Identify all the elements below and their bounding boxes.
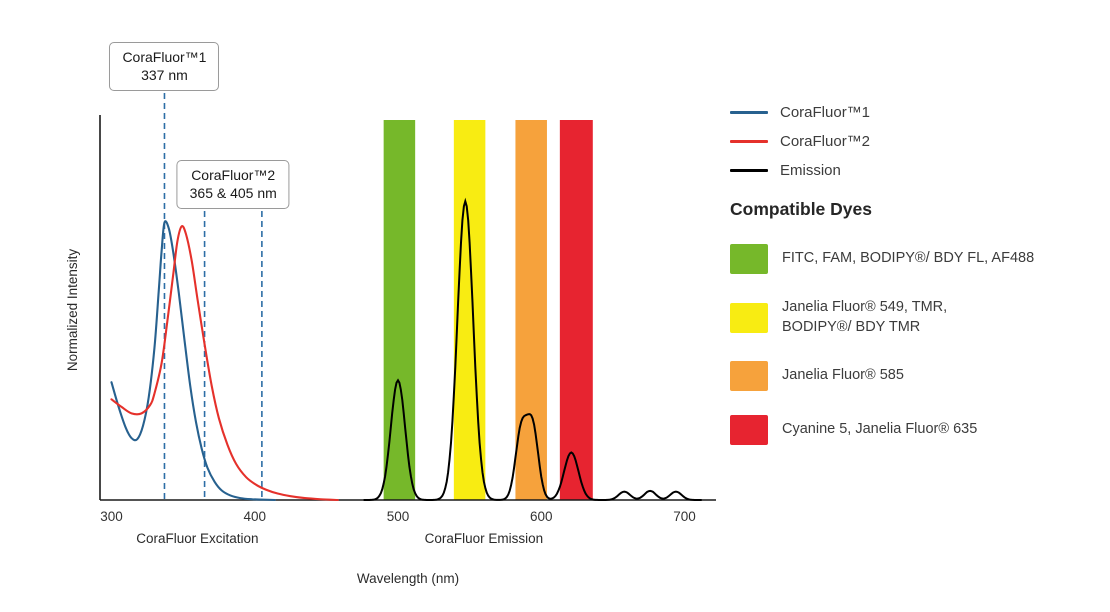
x-tick-300: 300: [100, 509, 123, 524]
x-tick-600: 600: [530, 509, 553, 524]
callout-corafluor2: CoraFluor™2 365 & 405 nm: [176, 160, 290, 209]
compatible-dyes-heading: Compatible Dyes: [730, 199, 872, 219]
dye-item-janelia: Janelia Fluor® 549, TMR, BODIPY®/ BDY TM…: [730, 298, 1102, 337]
compatible-dyes-list: FITC, FAM, BODIPY®/ BDY FL, AF488 Janelia…: [730, 244, 1102, 446]
callout-corafluor1: CoraFluor™1 337 nm: [109, 42, 220, 91]
emission-curve: [363, 197, 702, 501]
legend-item-corafluor-2: CoraFluor™2: [730, 132, 1102, 150]
dye-item-cyanine: Cyanine 5, Janelia Fluor® 635: [730, 415, 1102, 446]
dye-color-swatch: [730, 302, 768, 333]
legend-item-corafluor-1: CoraFluor™1: [730, 103, 1102, 121]
corafluor-2-excitation-curve: [110, 225, 339, 502]
dye-label: Janelia Fluor® 549, TMR, BODIPY®/ BDY TM…: [782, 299, 948, 335]
dye-color-swatch: [730, 415, 768, 446]
y-axis-title: Normalized Intensity: [65, 249, 80, 372]
legend-label: CoraFluor™1: [780, 103, 871, 121]
legend-line-swatch-corafluor-1: [730, 110, 768, 114]
dye-label: FITC, FAM, BODIPY®/ BDY FL, AF488: [782, 250, 1035, 267]
x-tick-700: 700: [673, 509, 696, 524]
legend-label: CoraFluor™2: [780, 132, 871, 150]
right-panel: CoraFluor™1 CoraFluor™2 Emission Compatibl…: [730, 103, 1102, 469]
callout-corafluor2-wavelengths: 365 & 405 nm: [189, 185, 277, 202]
dye-color-swatch: [730, 361, 768, 392]
filter-band-red: [559, 120, 593, 500]
filter-band-orange: [515, 120, 547, 500]
axis-section-label-corafluor-excitation: CoraFluor Excitation: [136, 531, 258, 546]
x-tick-500: 500: [387, 509, 410, 524]
callout-corafluor2-title: CoraFluor™2: [191, 167, 276, 183]
legend-item-emission: Emission: [730, 161, 1102, 179]
callout-corafluor1-title: CoraFluor™1: [122, 49, 207, 65]
dye-item-fitc: FITC, FAM, BODIPY®/ BDY FL, AF488: [730, 244, 1102, 274]
legend-label: Emission: [780, 161, 841, 179]
dye-label: Cyanine 5, Janelia Fluor® 635: [782, 421, 978, 438]
callout-corafluor1-wavelength: 337 nm: [141, 67, 188, 84]
x-tick-400: 400: [243, 509, 266, 524]
axis-section-label-corafluor-emission: CoraFluor Emission: [425, 531, 544, 546]
dye-color-swatch: [730, 244, 768, 274]
chart-legend: CoraFluor™1 CoraFluor™2 Emission: [730, 103, 1102, 179]
corafluor-1-excitation-curve: [110, 220, 276, 502]
x-axis-title: Wavelength (nm): [357, 571, 459, 586]
legend-line-swatch-corafluor-2: [730, 139, 768, 143]
dye-item-janelia: Janelia Fluor® 585: [730, 361, 1102, 392]
dye-label: Janelia Fluor® 585: [782, 367, 904, 384]
legend-line-swatch-emission: [730, 168, 768, 172]
